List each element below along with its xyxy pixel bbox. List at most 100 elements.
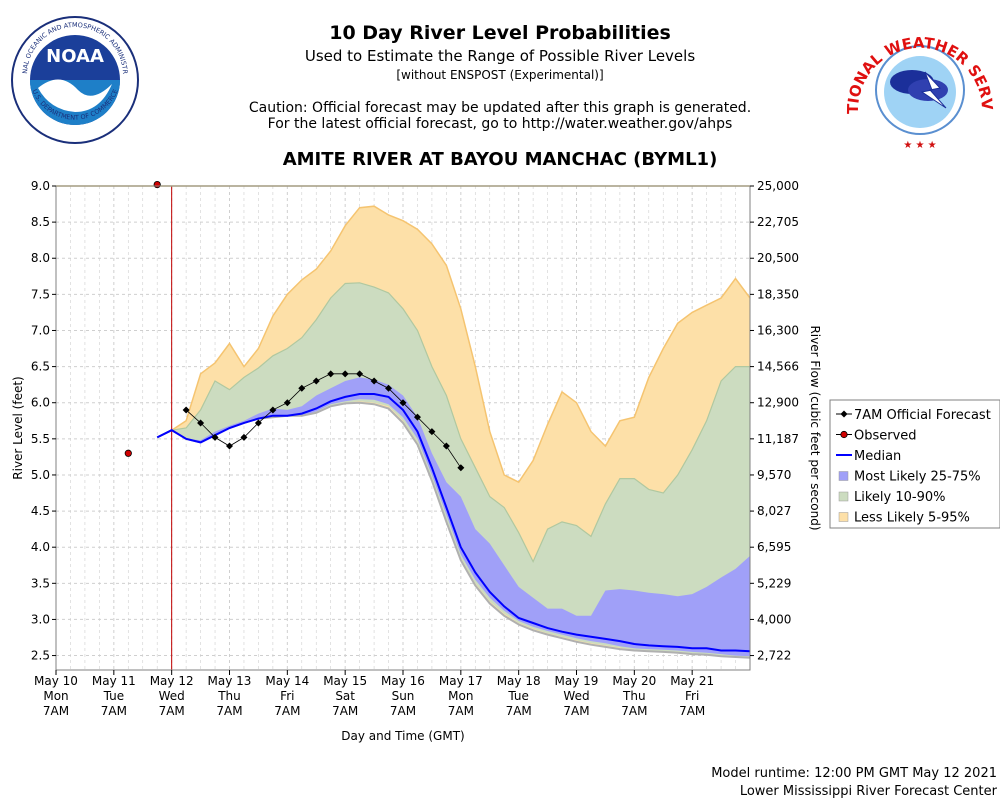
x-tick-label: Wed (563, 689, 589, 703)
caution-line-2: For the latest official forecast, go to … (268, 116, 733, 132)
y2-tick-label: 12,900 (757, 396, 799, 410)
y2-tick-label: 11,187 (757, 432, 799, 446)
y-tick-label: 4.5 (31, 504, 50, 518)
x-tick-label: 7AM (621, 704, 647, 718)
x-tick-label: Sat (335, 689, 355, 703)
legend-diamond-icon (840, 410, 848, 418)
official-forecast-point (370, 377, 378, 385)
y-axis-left: 2.5 3.0 3.5 4.0 4.5 5.0 5.5 6.0 6.5 7.0 7.5 8.0 8.5 9… (31, 179, 56, 663)
x-tick-label: May 21 (670, 674, 714, 688)
y2-tick-label: 2,722 (757, 649, 791, 663)
band-likely-upper-edge (156, 282, 750, 564)
official-forecast-point (283, 399, 291, 407)
x-tick-label: Thu (217, 689, 241, 703)
caution-line-1: Caution: Official forecast may be update… (249, 100, 751, 116)
series-lines (156, 373, 751, 653)
official-forecast-point (385, 384, 393, 392)
legend-label: Most Likely 25-75% (854, 470, 981, 485)
y2-tick-label: 14,566 (757, 360, 799, 374)
model-runtime: Model runtime: 12:00 PM GMT May 12 2021 (711, 766, 997, 781)
y-tick-label: 8.5 (31, 215, 50, 229)
legend-item-less-likely: Less Likely 5-95% (838, 511, 970, 526)
legend-label: Less Likely 5-95% (854, 511, 970, 526)
probability-bands (56, 185, 751, 670)
official-forecast-point (269, 406, 277, 414)
legend-label: Likely 10-90% (854, 490, 945, 505)
chart-subtitle: Used to Estimate the Range of Possible R… (305, 47, 695, 65)
x-tick-label: Sun (392, 689, 415, 703)
official-forecast-point (197, 419, 205, 427)
legend-dot-icon (840, 430, 848, 439)
x-tick-label: May 16 (381, 674, 425, 688)
x-tick-label: May 20 (612, 674, 656, 688)
x-tick-label: 7AM (679, 704, 705, 718)
official-forecast-point (399, 399, 407, 407)
legend-item-likely: Likely 10-90% (838, 490, 945, 505)
chart-title: 10 Day River Level Probabilities (329, 22, 671, 44)
x-tick-label: Mon (43, 689, 68, 703)
y-axis-label: River Level (feet) (11, 376, 25, 479)
x-tick-label: 7AM (43, 704, 69, 718)
official-forecast-point (211, 433, 219, 441)
x-tick-label: 7AM (274, 704, 300, 718)
legend-swatch-icon (838, 491, 849, 502)
observed-point (153, 180, 161, 189)
y2-tick-label: 16,300 (757, 323, 799, 337)
x-tick-label: 7AM (101, 704, 127, 718)
y-tick-label: 2.5 (31, 649, 50, 663)
y2-axis-label: River Flow (cubic feet per second) (808, 325, 822, 530)
y-tick-label: 6.5 (31, 360, 50, 374)
official-forecast-point (240, 433, 248, 441)
official-forecast-point (298, 384, 306, 392)
x-tick-label: May 14 (265, 674, 309, 688)
x-axis-label: Day and Time (GMT) (341, 729, 464, 743)
forecast-center: Lower Mississippi River Forecast Center (740, 784, 998, 799)
y2-tick-label: 20,500 (757, 251, 799, 265)
x-tick-label: May 13 (208, 674, 252, 688)
median-line (156, 393, 751, 653)
legend-box (829, 399, 1000, 529)
x-tick-label: Fri (280, 689, 294, 703)
y2-tick-label: 8,027 (757, 504, 791, 518)
x-tick-label: 7AM (159, 704, 185, 718)
y-axis-right: 2,722 4,000 5,229 6,595 8,027 9,570 11,187 12,9… (750, 179, 799, 663)
y-tick-label: 4.0 (31, 540, 50, 554)
chart-subtitle-2: [without ENSPOST (Experimental)] (396, 68, 603, 82)
legend-label: 7AM Official Forecast (854, 408, 991, 423)
y-tick-label: 5.0 (31, 468, 50, 482)
y2-tick-label: 4,000 (757, 612, 791, 626)
y2-tick-label: 6,595 (757, 540, 791, 554)
x-tick-label: May 12 (150, 674, 194, 688)
x-tick-label: 7AM (506, 704, 532, 718)
official-forecast-point (413, 413, 421, 421)
legend-item-median: Median (836, 449, 901, 464)
y-tick-label: 5.5 (31, 432, 50, 446)
band-likely-10-90 (157, 282, 750, 657)
x-tick-label: Fri (685, 689, 699, 703)
legend-item-most-likely: Most Likely 25-75% (838, 470, 981, 485)
x-tick-label: May 15 (323, 674, 367, 688)
x-tick-label: 7AM (563, 704, 589, 718)
official-forecast-point (312, 377, 320, 385)
x-tick-label: Mon (448, 689, 473, 703)
observed-point (124, 449, 132, 457)
x-tick-label: Tue (507, 689, 529, 703)
y-tick-label: 3.0 (31, 612, 50, 626)
band-most-likely-25-75 (157, 377, 750, 657)
x-tick-label: May 11 (92, 674, 136, 688)
x-tick-label: May 17 (439, 674, 483, 688)
official-forecast-point (327, 370, 335, 378)
y-tick-label: 7.5 (31, 287, 50, 301)
official-forecast-point (182, 406, 190, 414)
official-forecast-point (428, 428, 436, 436)
official-forecast-point (341, 370, 349, 378)
x-tick-label: 7AM (332, 704, 358, 718)
y-tick-label: 6.0 (31, 396, 50, 410)
band-less-likely-upper-edge (156, 205, 751, 484)
y2-tick-label: 9,570 (757, 468, 791, 482)
nws-stars-icon: ★ ★ ★ (903, 140, 936, 151)
legend: 7AM Official Forecast Observed Median Most … (829, 399, 1000, 529)
x-tick-label: 7AM (448, 704, 474, 718)
x-tick-label: May 18 (497, 674, 541, 688)
